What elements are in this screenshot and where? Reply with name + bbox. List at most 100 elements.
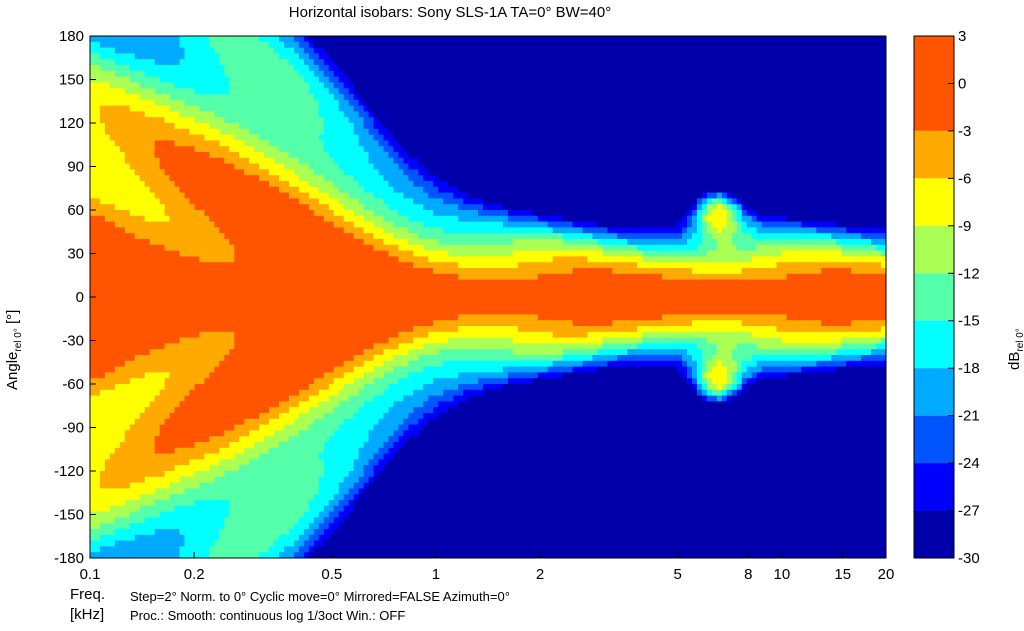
- heat-cell-4060: [314, 94, 320, 100]
- heat-cell-1625: [180, 65, 186, 71]
- heat-cell-2500: [224, 442, 230, 448]
- heat-cell-4393: [329, 459, 335, 465]
- heat-cell-341: [105, 448, 111, 454]
- heat-cell-3985: [309, 181, 315, 187]
- heat-cell-263: [100, 517, 106, 523]
- heat-cell-1858: [190, 372, 196, 378]
- heat-cell-2582: [229, 396, 235, 402]
- heat-cell-3075: [259, 123, 265, 129]
- heat-cell-1017: [145, 193, 151, 199]
- heat-cell-4828: [354, 372, 360, 378]
- heat-cell-585: [120, 297, 126, 303]
- heat-cell-2658: [234, 314, 240, 320]
- heat-cell-4932: [359, 454, 365, 460]
- heat-cell-4927: [359, 425, 365, 431]
- heat-cell-521: [115, 448, 121, 454]
- heat-cell-1182: [155, 106, 161, 112]
- heat-cell-4188: [319, 314, 325, 320]
- heat-cell-2156: [204, 535, 210, 541]
- heat-cell-1795: [185, 529, 191, 535]
- heat-cell-4960: [364, 94, 370, 100]
- heat-cell-488: [115, 256, 121, 262]
- heat-cell-2850: [244, 384, 250, 390]
- heat-cell-1125: [150, 297, 156, 303]
- heat-cell-4465: [334, 355, 340, 361]
- heat-cell-3423: [279, 53, 285, 59]
- heat-cell-431: [110, 448, 116, 454]
- heat-cell-1074: [145, 523, 151, 529]
- heat-cell-979: [140, 494, 146, 500]
- heat-cell-4973: [364, 169, 370, 175]
- heat-cell-3732: [294, 280, 300, 286]
- heat-cell-1940: [194, 326, 200, 332]
- heat-cell-2360: [219, 152, 225, 158]
- heat-cell-4023: [309, 401, 315, 407]
- heat-cell-3625: [289, 181, 295, 187]
- heat-cell-4096: [314, 303, 320, 309]
- heat-cell-1519: [170, 494, 176, 500]
- heat-cell-2065: [199, 529, 205, 535]
- heat-cell-3641: [289, 274, 295, 280]
- heat-cell-1255: [155, 529, 161, 535]
- heat-cell-2093: [204, 169, 210, 175]
- heat-cell-4719: [349, 262, 355, 268]
- heat-cell-4442: [334, 222, 340, 228]
- heat-cell-1056: [145, 419, 151, 425]
- heat-cell-1590: [175, 384, 181, 390]
- heat-cell-4692: [349, 106, 355, 112]
- heat-cell-23: [90, 169, 96, 175]
- heat-cell-2820: [244, 210, 250, 216]
- heat-cell-3505: [279, 529, 285, 535]
- heat-cell-2067: [199, 541, 205, 547]
- heat-cell-2704: [239, 59, 245, 65]
- heat-cell-294: [105, 175, 111, 181]
- heat-cell-3480: [279, 384, 285, 390]
- heat-cell-3672: [289, 454, 295, 460]
- heat-cell-1458: [170, 140, 176, 146]
- heat-cell-4830: [354, 384, 360, 390]
- heat-cell-1333: [160, 459, 166, 465]
- heat-cell-1456: [170, 129, 176, 135]
- heat-cell-381: [110, 158, 116, 164]
- heat-cell-3268: [269, 198, 275, 204]
- heat-cell-581: [120, 274, 126, 280]
- heat-cell-3805: [299, 181, 305, 187]
- heat-cell-2428: [219, 546, 225, 552]
- heat-cell-285: [105, 123, 111, 129]
- heat-cell-2334: [214, 523, 220, 529]
- heat-cell-1232: [155, 396, 161, 402]
- heat-cell-4010: [309, 326, 315, 332]
- heat-cell-4888: [359, 198, 365, 204]
- heat-cell-805: [130, 529, 136, 535]
- heat-cell-4324: [329, 59, 335, 65]
- heat-cell-4347: [329, 193, 335, 199]
- heat-cell-589: [120, 320, 126, 326]
- heat-cell-3425: [279, 65, 285, 71]
- heat-cell-2574: [229, 349, 235, 355]
- heat-cell-1392: [165, 280, 171, 286]
- heat-cell-2988: [254, 140, 260, 146]
- heat-cell-1058: [145, 430, 151, 436]
- heat-cell-4136: [314, 535, 320, 541]
- heat-cell-634: [125, 59, 131, 65]
- heat-cell-2284: [214, 233, 220, 239]
- heat-cell-4159: [319, 146, 325, 152]
- heat-cell-2862: [244, 454, 250, 460]
- heat-cell-3821: [299, 274, 305, 280]
- heat-cell-626: [120, 535, 126, 541]
- heat-cell-937: [140, 251, 146, 257]
- heat-cell-2186: [209, 187, 215, 193]
- heat-cell-2448: [224, 140, 230, 146]
- heat-cell-1131: [150, 332, 156, 338]
- heat-cell-4583: [339, 517, 345, 523]
- heat-cell-2535: [229, 123, 235, 129]
- heat-cell-3413: [274, 517, 280, 523]
- heat-cell-1462: [170, 164, 176, 170]
- heat-cell-1072: [145, 512, 151, 518]
- heat-cell-1446: [170, 71, 176, 77]
- heat-cell-843: [135, 227, 141, 233]
- heat-cell-1561: [175, 216, 181, 222]
- heat-cell-4006: [309, 303, 315, 309]
- heat-cell-3236: [264, 535, 270, 541]
- heat-cell-2753: [239, 343, 245, 349]
